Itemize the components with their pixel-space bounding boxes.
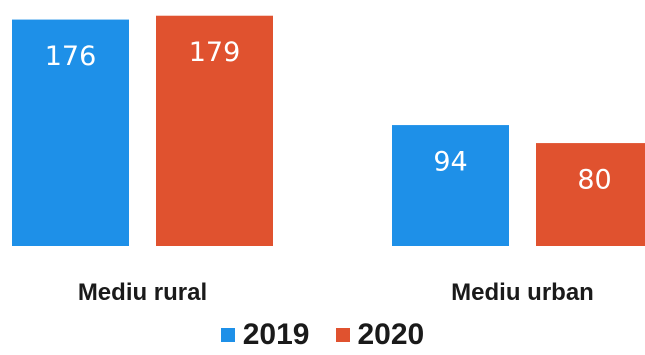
category-label-rural: Mediu rural [78, 279, 207, 306]
legend-label-2020: 2020 [357, 318, 425, 351]
legend-swatch-2020 [335, 328, 350, 342]
bars-group [12, 15, 645, 247]
legend-swatch-2019 [220, 328, 235, 342]
legend: 2019 2020 [0, 320, 645, 350]
bar-2019-rural [12, 19, 129, 246]
legend-label-2019: 2019 [242, 318, 310, 351]
value-label-2019-urban: 94 [433, 147, 467, 178]
value-label-2019-rural: 176 [45, 41, 97, 72]
bar-2020-rural [156, 15, 273, 247]
category-labels-group: Mediu rural Mediu urban [78, 279, 594, 306]
value-labels-group: 176 179 94 80 [45, 37, 612, 195]
bar-2020-urban [536, 143, 645, 246]
category-label-urban: Mediu urban [451, 279, 594, 306]
value-label-2020-urban: 80 [577, 165, 611, 196]
bar-2019-urban [392, 125, 509, 246]
value-label-2020-rural: 179 [189, 37, 241, 68]
legend-item-2020: 2020 [335, 318, 425, 351]
legend-item-2019: 2019 [220, 318, 310, 351]
